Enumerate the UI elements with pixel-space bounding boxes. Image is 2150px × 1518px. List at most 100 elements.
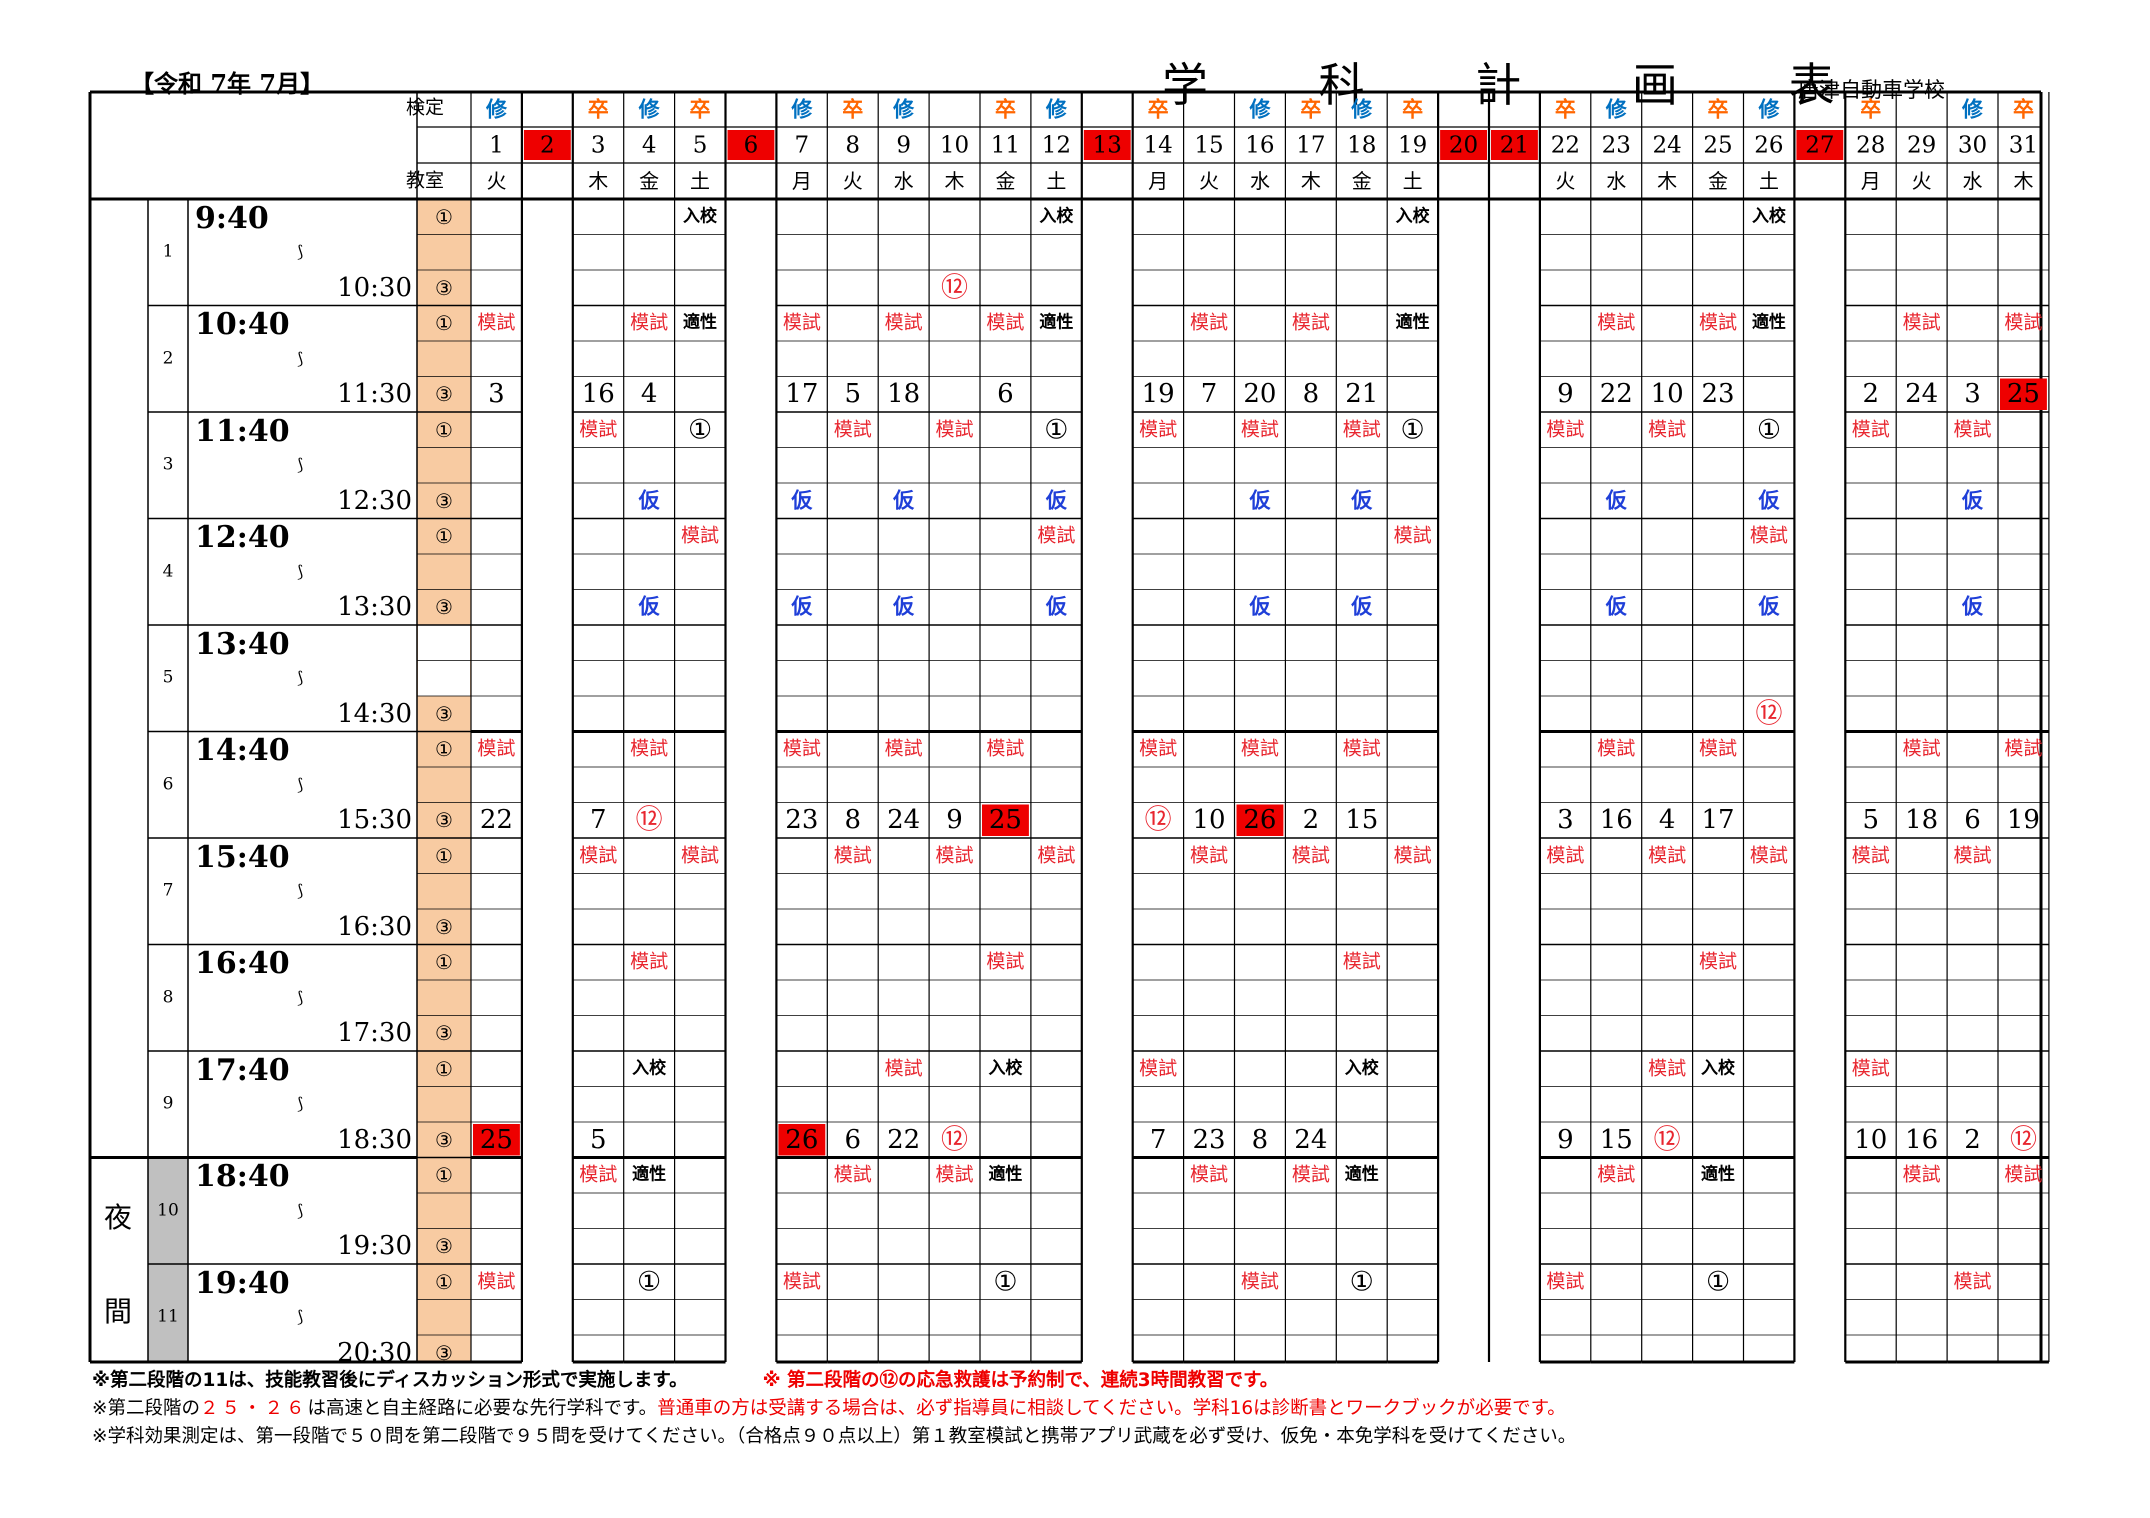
entry-1-12: 入校: [1039, 206, 1074, 227]
entry-4-26: 模試: [1749, 524, 1788, 547]
entry-9-4: 入校: [632, 1058, 667, 1079]
entry-4-26: 仮: [1758, 594, 1780, 619]
entry-3-28: 模試: [1851, 418, 1890, 441]
highlight-cell: [2000, 378, 2047, 410]
entry-9-24: 模試: [1648, 1057, 1687, 1080]
entry-7-30: 模試: [1953, 844, 1992, 867]
entry-2-1: 模試: [477, 311, 516, 334]
room-1-mark: ①: [435, 950, 453, 975]
date-day-10: 10: [939, 132, 970, 159]
room-3-mark: ③: [435, 808, 453, 833]
note-2a: ※第二段階の: [92, 1398, 201, 1419]
entry-2-3: 16: [581, 379, 615, 410]
slot-end-1: 10:30: [337, 272, 412, 303]
slot-range-mark: ⟆: [296, 242, 304, 262]
slot-range-mark: ⟆: [296, 348, 304, 368]
entry-2-17: 8: [1302, 379, 1320, 410]
entry-1-26: 入校: [1751, 206, 1786, 227]
exam-mark-day-5: 卒: [689, 97, 711, 122]
exam-mark-day-18: 修: [1351, 97, 1373, 122]
entry-3-18: 模試: [1342, 418, 1381, 441]
entry-3-12: ①: [1044, 414, 1069, 446]
exam-mark-day-8: 卒: [842, 97, 864, 122]
entry-2-17: 模試: [1291, 311, 1330, 334]
entry-6-30: 6: [1964, 805, 1981, 836]
slot-range-mark: ⟆: [296, 881, 304, 901]
date-day-4: 4: [641, 132, 657, 159]
room-1-mark: ①: [435, 1056, 453, 1081]
exam-mark-day-14: 卒: [1147, 97, 1169, 122]
slot-number-1: 1: [162, 241, 174, 262]
entry-10-4: 適性: [632, 1164, 667, 1185]
entry-2-4: 模試: [630, 311, 669, 334]
entry-3-30: 仮: [1962, 488, 1984, 513]
entry-2-18: 21: [1345, 379, 1379, 410]
entry-4-5: 模試: [681, 524, 720, 547]
weekday-day-14: 月: [1148, 169, 1169, 193]
weekday-day-8: 火: [842, 169, 863, 193]
slot-start-2: 10:40: [195, 307, 290, 343]
entry-6-1: 22: [479, 805, 513, 836]
date-day-18: 18: [1347, 132, 1377, 159]
entry-10-18: 適性: [1344, 1164, 1379, 1185]
slot-end-11: 20:30: [337, 1337, 412, 1368]
entry-6-15: 10: [1192, 805, 1226, 836]
night-label-1: 夜: [103, 1201, 133, 1234]
note-2c: は高速と自主経路に必要な先行学科です。: [307, 1398, 658, 1419]
slot-range-mark: ⟆: [296, 774, 304, 794]
slot-number-2: 2: [162, 348, 174, 369]
room-1-mark: ①: [435, 1269, 453, 1294]
weekday-day-9: 水: [893, 169, 914, 193]
slot-start-9: 17:40: [195, 1052, 290, 1088]
slot-range-mark: ⟆: [296, 987, 304, 1007]
date-day-23: 23: [1601, 132, 1631, 159]
entry-6-7: 23: [785, 805, 819, 836]
slot-range-mark: ⟆: [296, 455, 304, 475]
entry-6-9: 24: [887, 805, 921, 836]
exam-mark-day-23: 修: [1605, 97, 1627, 122]
entry-10-25: 適性: [1701, 1164, 1736, 1185]
entry-3-23: 仮: [1605, 488, 1627, 513]
night-label-bg: [92, 1157, 148, 1362]
slot-end-7: 16:30: [337, 911, 412, 942]
entry-6-18: 模試: [1342, 737, 1381, 760]
entry-3-7: 仮: [791, 488, 813, 513]
entry-6-4: 模試: [630, 737, 669, 760]
entry-6-24: 4: [1658, 805, 1676, 836]
holiday-date-fill: [1796, 130, 1844, 160]
date-day-3: 3: [590, 132, 606, 159]
slot-start-7: 15:40: [195, 839, 290, 875]
entry-3-9: 仮: [893, 488, 915, 513]
entry-9-23: 15: [1599, 1124, 1633, 1155]
slot-range-mark: ⟆: [296, 1307, 304, 1327]
entry-8-4: 模試: [630, 950, 669, 973]
entry-7-3: 模試: [579, 844, 618, 867]
entry-10-8: 模試: [833, 1163, 872, 1186]
date-day-26: 26: [1754, 132, 1784, 159]
entry-7-8: 模試: [833, 844, 872, 867]
entry-2-25: 23: [1701, 379, 1735, 410]
slot-end-5: 14:30: [337, 698, 412, 729]
entry-9-28: 10: [1854, 1124, 1888, 1155]
holiday-date-fill: [1491, 130, 1538, 160]
slot-end-2: 11:30: [337, 379, 412, 410]
date-day-8: 8: [845, 132, 861, 159]
weekday-day-26: 土: [1758, 169, 1779, 193]
entry-6-25: 模試: [1699, 737, 1738, 760]
entry-2-29: 24: [1905, 379, 1939, 410]
entry-7-26: 模試: [1749, 844, 1788, 867]
entry-2-19: 適性: [1395, 312, 1430, 333]
exam-mark-day-9: 修: [893, 97, 915, 122]
slot-start-1: 9:40: [195, 200, 269, 236]
room-3-mark: ③: [435, 701, 453, 726]
entry-2-11: 6: [997, 379, 1014, 410]
entry-3-16: 模試: [1240, 418, 1279, 441]
entry-11-30: 模試: [1953, 1270, 1992, 1293]
date-day-17: 17: [1296, 132, 1326, 159]
entry-6-31: 模試: [2004, 737, 2043, 760]
holiday-date-fill: [1083, 130, 1131, 160]
entry-9-10: ⑫: [941, 1124, 969, 1156]
room-1-mark: ①: [435, 1163, 453, 1188]
entry-9-8: 6: [844, 1124, 862, 1155]
entry-3-5: ①: [687, 414, 713, 446]
